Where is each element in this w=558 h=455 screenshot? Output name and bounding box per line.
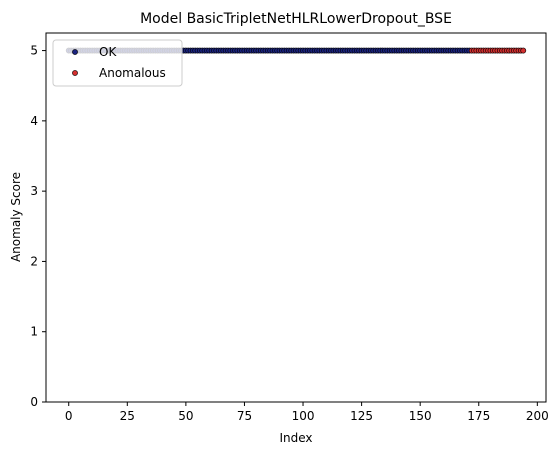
x-tick-label: 50 bbox=[178, 409, 193, 423]
y-tick-label: 5 bbox=[30, 44, 38, 58]
chart-title: Model BasicTripletNetHLRLowerDropout_BSE bbox=[140, 11, 452, 27]
x-tick-label: 75 bbox=[237, 409, 252, 423]
legend-label-ok: OK bbox=[99, 45, 117, 59]
y-axis-label: Anomaly Score bbox=[9, 172, 23, 262]
x-tick-label: 125 bbox=[350, 409, 373, 423]
y-tick-label: 3 bbox=[30, 184, 38, 198]
x-axis-label: Index bbox=[279, 431, 312, 445]
y-ticks: 0 1 2 3 4 5 bbox=[30, 44, 46, 409]
legend-box bbox=[52, 39, 183, 87]
y-tick-label: 1 bbox=[30, 325, 38, 339]
x-tick-label: 100 bbox=[292, 409, 315, 423]
legend-marker-ok bbox=[72, 49, 78, 55]
x-tick-label: 175 bbox=[467, 409, 490, 423]
x-tick-label: 150 bbox=[409, 409, 432, 423]
legend-label-anomalous: Anomalous bbox=[99, 66, 166, 80]
x-tick-label: 0 bbox=[65, 409, 73, 423]
legend-marker-anomalous bbox=[72, 70, 78, 76]
anomalous-point bbox=[520, 47, 527, 54]
y-tick-label: 4 bbox=[30, 114, 38, 128]
plot-frame bbox=[45, 32, 547, 403]
x-tick-label: 25 bbox=[120, 409, 135, 423]
x-tick-label: 200 bbox=[526, 409, 549, 423]
x-ticks: 0 25 50 75 100 125 150 175 200 bbox=[65, 402, 549, 423]
y-tick-label: 2 bbox=[30, 254, 38, 268]
y-tick-label: 0 bbox=[30, 395, 38, 409]
legend: OK Anomalous bbox=[52, 39, 183, 87]
